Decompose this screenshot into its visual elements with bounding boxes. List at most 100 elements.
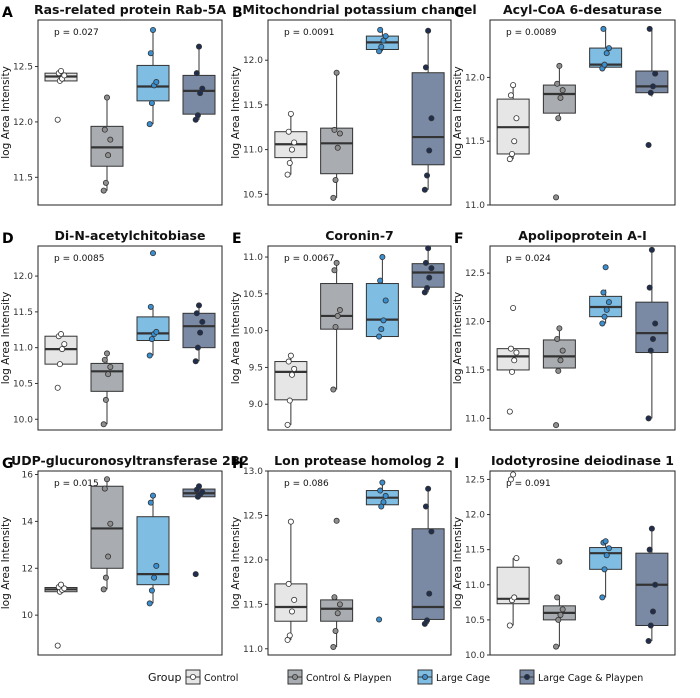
data-point: [286, 159, 293, 166]
data-point: [54, 384, 61, 391]
legend-label: Control: [204, 673, 238, 684]
data-point: [648, 525, 655, 532]
box-large-cage: [589, 264, 623, 327]
box-control: [496, 304, 530, 415]
data-point: [605, 545, 612, 552]
p-value: p = 0.0089: [506, 28, 557, 38]
data-point: [506, 408, 513, 415]
box-control: [274, 352, 308, 428]
data-point: [645, 142, 652, 149]
legend-label: Control & Playpen: [306, 673, 392, 684]
panel-C: C Acyl-CoA 6-desaturase log Area Intensity…: [452, 2, 676, 211]
legend-item: Large Cage & Playpen: [519, 669, 643, 685]
data-point: [380, 317, 387, 324]
y-tick-label: 12.0: [465, 511, 485, 521]
p-value: p = 0.091: [506, 479, 551, 489]
legend-title: Group: [148, 671, 182, 684]
data-point: [61, 585, 68, 592]
data-point: [197, 329, 204, 336]
y-axis-label: log Area Intensity: [230, 517, 242, 610]
y-tick-label: 11.5: [243, 101, 263, 111]
box-large-cage: [589, 25, 623, 72]
data-point: [428, 528, 435, 535]
data-point: [336, 307, 343, 314]
data-point: [148, 100, 155, 107]
data-point: [102, 574, 109, 581]
data-point: [100, 187, 107, 194]
data-point: [382, 297, 389, 304]
y-tick-label: 11.0: [243, 645, 263, 655]
data-point: [194, 112, 201, 119]
data-point: [646, 546, 653, 553]
data-point: [376, 616, 383, 623]
data-point: [146, 600, 153, 607]
box-large-cage-playpen: [182, 302, 216, 365]
data-point: [603, 50, 610, 57]
data-point: [645, 637, 652, 644]
panel-H: H Lon protease homolog 2 log Area Intensit…: [230, 453, 452, 656]
y-tick-label: 10: [22, 611, 34, 621]
data-point: [647, 347, 654, 354]
data-point: [557, 357, 564, 364]
data-point: [333, 69, 340, 76]
box-large-cage-playpen: [182, 483, 216, 578]
data-point: [102, 396, 109, 403]
data-point: [107, 363, 114, 370]
box-large-cage-playpen: [411, 27, 445, 193]
data-point: [195, 483, 202, 490]
data-point: [334, 610, 341, 617]
data-point: [424, 172, 431, 179]
data-point: [102, 179, 109, 186]
data-point: [554, 80, 561, 87]
legend-point: [421, 674, 428, 681]
panel-letter: F: [454, 231, 464, 247]
data-point: [425, 27, 432, 34]
y-tick-label: 12.0: [243, 56, 263, 66]
data-point: [510, 304, 517, 311]
data-point: [507, 345, 514, 352]
data-point: [511, 357, 518, 364]
y-tick-label: 13.0: [243, 467, 263, 477]
y-tick-label: 12.0: [13, 118, 33, 128]
box-large-cage: [365, 479, 399, 623]
data-point: [291, 596, 298, 603]
data-point: [646, 25, 653, 32]
data-point: [422, 64, 429, 71]
box-large-cage: [136, 250, 170, 359]
panel-title: Apolipoprotein A-I: [518, 228, 647, 243]
box-large-cage-playpen: [635, 25, 669, 149]
y-axis-label: log Area Intensity: [452, 66, 464, 159]
data-point: [58, 67, 65, 74]
panel-title: Iodotyrosine deiodinase 1: [491, 453, 674, 468]
y-tick-label: 11.5: [465, 366, 485, 376]
box-control-playpen: [90, 350, 124, 428]
data-point: [58, 331, 65, 338]
data-point: [426, 274, 433, 281]
panel-title: UDP-glucuronosyltransferase 2B2: [11, 453, 249, 468]
data-point: [287, 110, 294, 117]
data-point: [54, 116, 61, 123]
legend-label: Large Cage: [436, 673, 490, 684]
box-iqr: [635, 301, 669, 354]
p-value: p = 0.027: [54, 28, 99, 38]
data-point: [602, 538, 609, 545]
data-point: [652, 320, 659, 327]
y-tick-label: 12.5: [13, 63, 33, 73]
data-point: [332, 176, 339, 183]
p-value: p = 0.0067: [284, 254, 334, 264]
box-control-playpen: [320, 259, 354, 393]
data-point: [285, 128, 292, 135]
data-point: [101, 126, 108, 133]
data-point: [288, 371, 295, 378]
data-point: [507, 92, 514, 99]
data-point: [193, 70, 200, 77]
panel-letter: A: [2, 5, 13, 21]
legend-point: [524, 674, 531, 681]
legend-item: Control: [185, 669, 238, 685]
box-iqr: [411, 528, 445, 620]
data-point: [378, 326, 385, 333]
data-point: [334, 144, 341, 151]
data-point: [646, 284, 653, 291]
data-point: [603, 306, 610, 313]
